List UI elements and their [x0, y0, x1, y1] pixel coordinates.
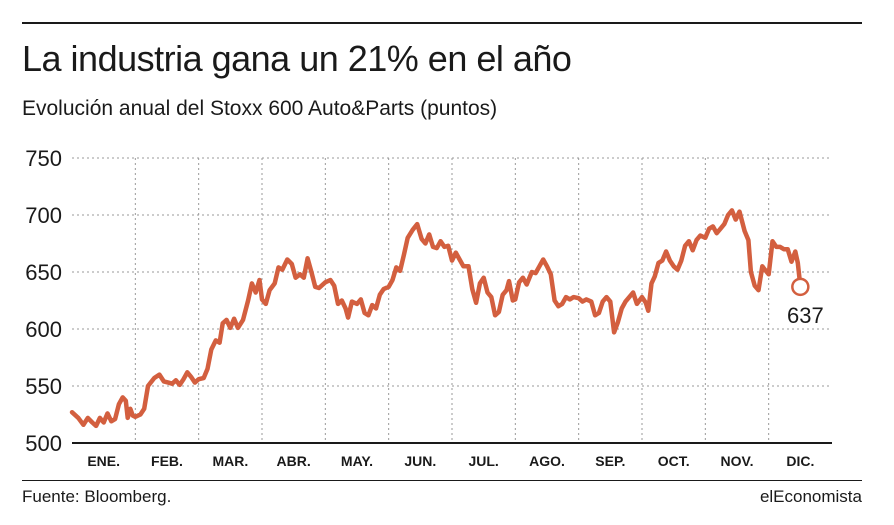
chart-subtitle: Evolución anual del Stoxx 600 Auto&Parts…	[22, 97, 498, 120]
y-tick-label: 700	[25, 203, 62, 228]
x-tick-label: JUN.	[404, 453, 436, 469]
y-tick-label: 550	[25, 374, 62, 399]
x-tick-label: DIC.	[786, 453, 814, 469]
series-line	[69, 208, 803, 429]
x-tick-label: JUL.	[468, 453, 498, 469]
bottom-rule	[22, 480, 862, 481]
x-tick-label: ENE.	[87, 453, 120, 469]
x-tick-label: MAY.	[341, 453, 373, 469]
y-tick-label: 600	[25, 317, 62, 342]
source-note: Fuente: Bloomberg.	[22, 487, 172, 506]
y-tick-label: 500	[25, 431, 62, 456]
end-value-label: 637	[787, 303, 824, 328]
brand-label: elEconomista	[759, 487, 862, 506]
end-point-marker	[791, 277, 810, 297]
x-tick-label: MAR.	[212, 453, 248, 469]
x-tick-label: SEP.	[595, 453, 625, 469]
x-tick-label: OCT.	[658, 453, 690, 469]
y-tick-label: 650	[25, 260, 62, 285]
x-tick-label: ABR.	[277, 453, 311, 469]
y-tick-label: 750	[25, 146, 62, 171]
x-tick-label: AGO.	[529, 453, 565, 469]
x-tick-label: FEB.	[151, 453, 183, 469]
top-rule	[22, 22, 862, 24]
chart-title: La industria gana un 21% en el año	[22, 38, 572, 79]
x-tick-label: NOV.	[721, 453, 754, 469]
